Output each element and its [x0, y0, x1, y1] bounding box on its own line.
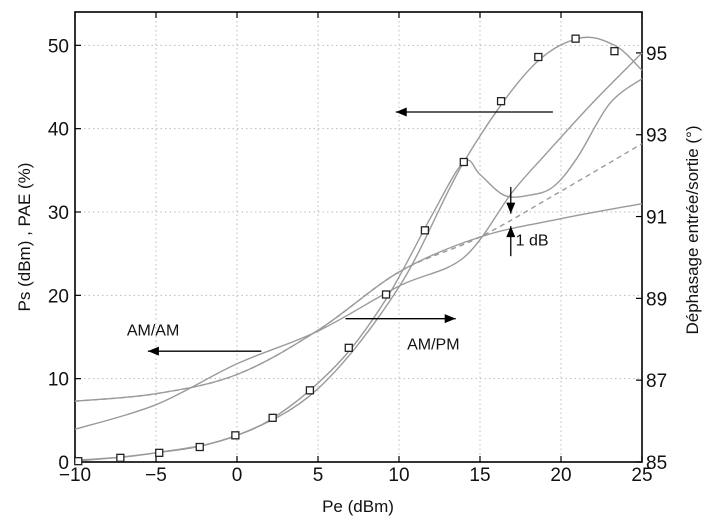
y2-axis-label: Déphasage entrée/sortie (°): [683, 125, 702, 334]
y-tick-label: 30: [48, 203, 69, 224]
arrow-head: [147, 346, 159, 356]
pae-marker: [496, 97, 506, 106]
arrow-head: [395, 107, 407, 117]
y-tick-label: 0: [58, 453, 69, 474]
annotation-group: AM/AM AM/PM 1 dB: [127, 232, 549, 353]
x-tick-label: 15: [469, 465, 490, 486]
x-tick-label: −10: [59, 465, 91, 486]
arrow-group: [147, 107, 553, 356]
arrow-head: [444, 314, 456, 324]
plot-frame: [74, 11, 643, 463]
pae-marker: [268, 413, 277, 422]
series-group: [74, 36, 643, 462]
y-tick-label: 50: [48, 36, 69, 57]
pae-marker: [571, 34, 580, 43]
pae-marker: [610, 47, 619, 56]
annotation-label: AM/PM: [407, 337, 459, 354]
y-axis-label: Ps (dBm) , PAE (%): [15, 163, 34, 312]
y2-tick-label: 89: [646, 289, 667, 310]
pae-marker: [305, 386, 315, 395]
x-axis-label: Pe (dBm): [322, 497, 394, 516]
annotation-label: 1 dB: [516, 232, 549, 249]
pae-marker: [116, 453, 125, 462]
x-tick-label: 5: [313, 465, 324, 486]
x-tick-label: 25: [631, 465, 652, 486]
pae-marker: [381, 290, 391, 299]
ps-line: [74, 203, 643, 402]
grid: [75, 12, 642, 462]
x-tick-label: 10: [388, 465, 409, 486]
x-tick-label: 0: [232, 465, 243, 486]
x-tick-label: −5: [145, 465, 167, 486]
y2-tick-label: 87: [646, 371, 667, 392]
y-tick-label: 10: [48, 370, 69, 391]
y2-tick-label: 91: [646, 208, 667, 229]
ps_linear-line: [74, 143, 643, 402]
annotation-label: AM/AM: [127, 322, 179, 339]
arrow-head: [506, 202, 516, 214]
y2-tick-label: 93: [646, 126, 667, 147]
y2-tick-label: 95: [646, 44, 667, 65]
phase-line: [74, 52, 643, 430]
y2-tick-label: 85: [646, 453, 667, 474]
axis-ticks: −10 −5 0 5 10 15 20 25 0 10 20 30 40 50 85 87 89 91 93 95: [48, 12, 667, 486]
x-tick-label: 20: [550, 465, 571, 486]
pae_fit-line: [74, 36, 643, 462]
pae-marker: [459, 157, 468, 167]
marker-group: [74, 34, 619, 466]
y-tick-label: 40: [48, 120, 69, 141]
pae-marker: [74, 457, 83, 466]
y-tick-label: 20: [48, 286, 69, 307]
pae-marker: [195, 442, 204, 452]
pae-marker: [155, 448, 164, 457]
pae-marker: [534, 52, 543, 62]
pae-marker: [420, 226, 430, 235]
arrow-head: [506, 226, 516, 238]
pae-marker: [344, 343, 353, 352]
pae-marker: [231, 431, 240, 440]
